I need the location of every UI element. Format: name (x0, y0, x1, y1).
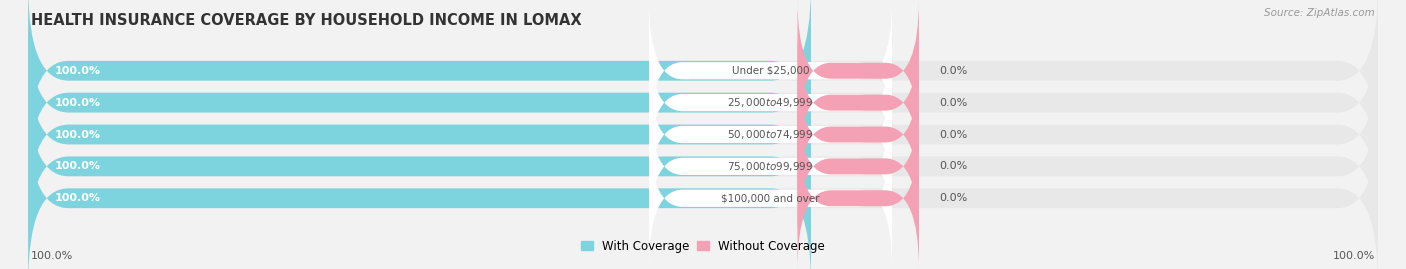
FancyBboxPatch shape (797, 0, 920, 143)
Text: Source: ZipAtlas.com: Source: ZipAtlas.com (1264, 8, 1375, 18)
Text: 0.0%: 0.0% (939, 66, 967, 76)
FancyBboxPatch shape (28, 81, 811, 252)
FancyBboxPatch shape (797, 126, 920, 269)
FancyBboxPatch shape (650, 0, 891, 142)
FancyBboxPatch shape (28, 112, 811, 269)
Text: 100.0%: 100.0% (1333, 251, 1375, 261)
Text: 100.0%: 100.0% (55, 193, 101, 203)
FancyBboxPatch shape (650, 127, 891, 269)
FancyBboxPatch shape (28, 0, 1378, 157)
FancyBboxPatch shape (650, 31, 891, 174)
FancyBboxPatch shape (28, 81, 1378, 252)
FancyBboxPatch shape (28, 0, 811, 157)
FancyBboxPatch shape (28, 112, 1378, 269)
Text: HEALTH INSURANCE COVERAGE BY HOUSEHOLD INCOME IN LOMAX: HEALTH INSURANCE COVERAGE BY HOUSEHOLD I… (31, 13, 582, 29)
Text: $50,000 to $74,999: $50,000 to $74,999 (727, 128, 814, 141)
Text: $75,000 to $99,999: $75,000 to $99,999 (727, 160, 814, 173)
Text: 100.0%: 100.0% (55, 66, 101, 76)
Text: $100,000 and over: $100,000 and over (721, 193, 820, 203)
Text: 100.0%: 100.0% (31, 251, 73, 261)
Text: 0.0%: 0.0% (939, 161, 967, 171)
Text: $25,000 to $49,999: $25,000 to $49,999 (727, 96, 814, 109)
FancyBboxPatch shape (650, 95, 891, 238)
Text: 100.0%: 100.0% (55, 98, 101, 108)
Text: Under $25,000: Under $25,000 (731, 66, 810, 76)
FancyBboxPatch shape (797, 31, 920, 174)
Text: 0.0%: 0.0% (939, 193, 967, 203)
Legend: With Coverage, Without Coverage: With Coverage, Without Coverage (581, 240, 825, 253)
FancyBboxPatch shape (28, 17, 1378, 188)
FancyBboxPatch shape (28, 49, 811, 220)
FancyBboxPatch shape (28, 17, 811, 188)
FancyBboxPatch shape (797, 95, 920, 238)
Text: 0.0%: 0.0% (939, 98, 967, 108)
FancyBboxPatch shape (650, 63, 891, 206)
FancyBboxPatch shape (28, 49, 1378, 220)
Text: 100.0%: 100.0% (55, 161, 101, 171)
Text: 100.0%: 100.0% (55, 129, 101, 140)
Text: 0.0%: 0.0% (939, 129, 967, 140)
FancyBboxPatch shape (797, 63, 920, 206)
